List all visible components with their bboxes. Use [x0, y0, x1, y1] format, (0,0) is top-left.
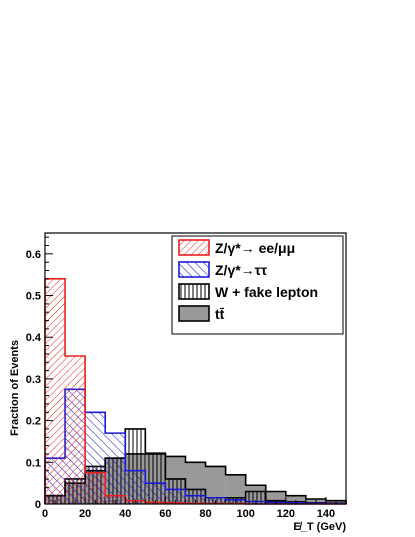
- x-tick-label: 0: [42, 508, 48, 520]
- bar-0-3: [105, 495, 126, 504]
- y-tick-label: 0: [35, 499, 41, 511]
- legend-label-0: Z/γ*→ ee/μμ: [215, 240, 295, 256]
- y-tick-label: 0.4: [26, 332, 42, 344]
- axis-layer: 0 20 40 60 80 100 120 140 0 0.1 0.2 0.3 0.4 0.5 0.6: [26, 236, 347, 520]
- bar-0-0: [45, 278, 66, 504]
- y-tick-label: 0.5: [26, 291, 41, 303]
- y-axis-title: Fraction of Events: [9, 340, 21, 436]
- series-layer: [44, 278, 347, 505]
- bar-1-6: [165, 489, 186, 504]
- y-tick-label: 0.6: [26, 249, 41, 261]
- legend-swatch-0: [178, 239, 210, 256]
- legend-label-1: Z/γ*→ττ: [215, 262, 268, 278]
- legend: Z/γ*→ ee/μμ Z/γ*→ττ W + fake lepton tt̄: [171, 235, 344, 335]
- bar-3-8: [205, 466, 226, 504]
- legend-swatch-3: [178, 305, 210, 322]
- x-axis-title: E̸_T (GeV): [293, 521, 346, 533]
- legend-swatch-1: [178, 261, 210, 278]
- x-tick-label: 60: [159, 508, 171, 520]
- bar-0-1: [65, 355, 86, 504]
- x-tick-label: 140: [317, 508, 335, 520]
- x-tick-label: 20: [79, 508, 91, 520]
- bar-0-2: [85, 472, 106, 504]
- bar-3-9: [225, 474, 246, 504]
- x-tick-label: 100: [236, 508, 254, 520]
- bar-1-7: [185, 495, 206, 504]
- x-tick-label: 80: [199, 508, 211, 520]
- bar-3-12: [285, 495, 306, 504]
- legend-label-3: tt̄: [215, 306, 225, 322]
- y-tick-label: 0.1: [26, 457, 41, 469]
- legend-swatch-2: [178, 283, 210, 300]
- bar-1-4: [125, 470, 146, 504]
- y-tick-label: 0.2: [26, 416, 41, 428]
- bar-1-5: [145, 483, 166, 504]
- x-tick-label: 40: [119, 508, 131, 520]
- series-outline-1: [44, 388, 347, 505]
- legend-label-2: W + fake lepton: [215, 284, 318, 300]
- x-tick-label: 120: [277, 508, 295, 520]
- y-tick-label: 0.3: [26, 374, 41, 386]
- bar-1-3: [105, 433, 126, 504]
